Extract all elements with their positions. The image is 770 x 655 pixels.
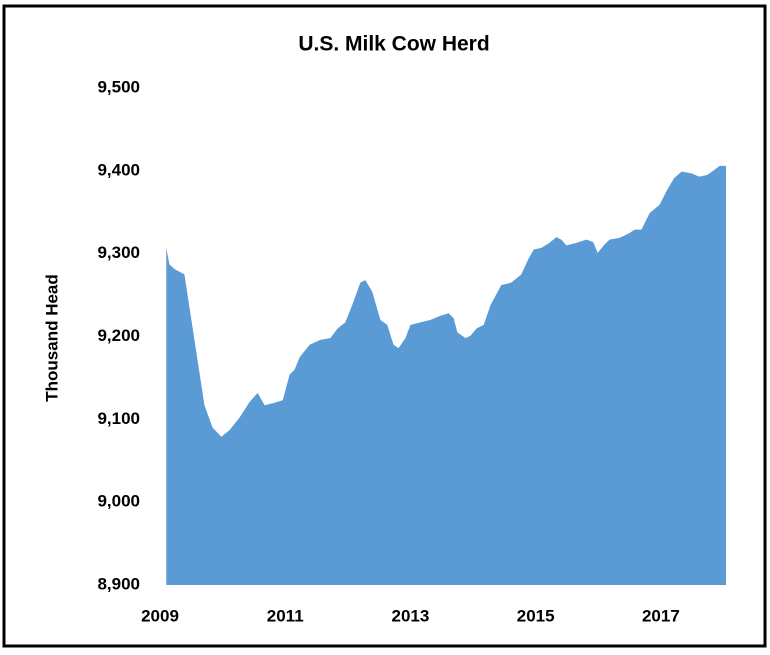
y-axis-title: Thousand Head <box>42 274 61 402</box>
y-tick-label: 9,400 <box>97 160 140 179</box>
x-tick-label: 2017 <box>642 606 680 625</box>
x-tick-label: 2009 <box>141 606 179 625</box>
y-tick-label: 9,300 <box>97 243 140 262</box>
area <box>166 165 727 585</box>
y-tick-label: 8,900 <box>97 574 140 593</box>
y-tick-label: 9,200 <box>97 326 140 345</box>
chart-title: U.S. Milk Cow Herd <box>298 33 489 56</box>
y-tick-label: 9,100 <box>97 409 140 428</box>
x-tick-label: 2013 <box>392 606 430 625</box>
x-tick-label: 2011 <box>267 606 304 625</box>
y-tick-label: 9,000 <box>97 492 140 511</box>
y-tick-label: 9,500 <box>97 77 140 96</box>
x-tick-label: 2015 <box>517 606 555 625</box>
